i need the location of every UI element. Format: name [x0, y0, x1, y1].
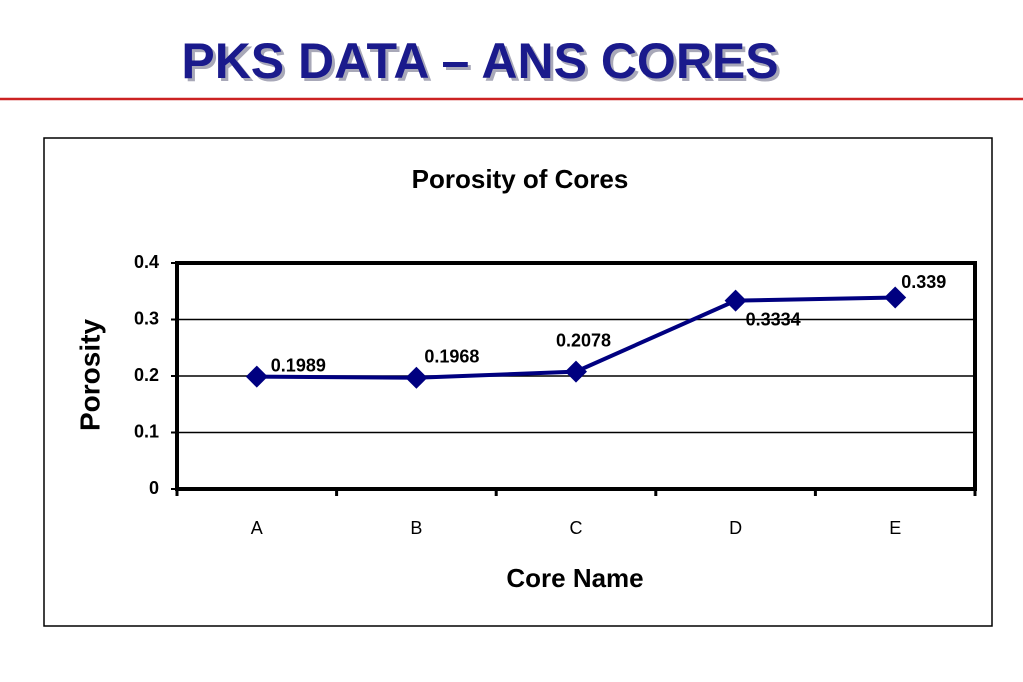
slide-title-shadow: PKS DATA – ANS CORES — [184, 36, 781, 92]
y-tick-label: 0.4 — [134, 252, 159, 272]
y-tick-label: 0.1 — [134, 421, 159, 441]
plot-frame — [175, 261, 977, 491]
y-tick-label: 0 — [149, 478, 159, 498]
data-label: 0.339 — [901, 272, 946, 292]
marker — [884, 286, 907, 309]
x-tick-label: E — [889, 518, 901, 538]
data-label: 0.1989 — [271, 355, 326, 375]
x-tick-label: A — [251, 518, 263, 538]
data-label: 0.2078 — [556, 330, 611, 350]
marker — [565, 360, 587, 383]
x-tick-label: D — [729, 518, 742, 538]
data-label: 0.1968 — [424, 347, 479, 367]
y-axis-label: Porosity — [74, 319, 105, 431]
x-tick-label: B — [410, 518, 422, 538]
marker — [405, 366, 428, 389]
marker — [724, 289, 747, 312]
x-axis-label: Core Name — [506, 563, 643, 593]
x-tick-label: C — [570, 518, 583, 538]
chart-title: Porosity of Cores — [412, 164, 629, 194]
chart-frame — [43, 137, 993, 627]
slide-title: PKS DATA – ANS CORES — [181, 33, 778, 89]
y-tick-label: 0.2 — [134, 365, 159, 385]
marker — [245, 365, 268, 388]
data-label: 0.3334 — [746, 309, 801, 329]
y-tick-label: 0.3 — [134, 308, 159, 328]
